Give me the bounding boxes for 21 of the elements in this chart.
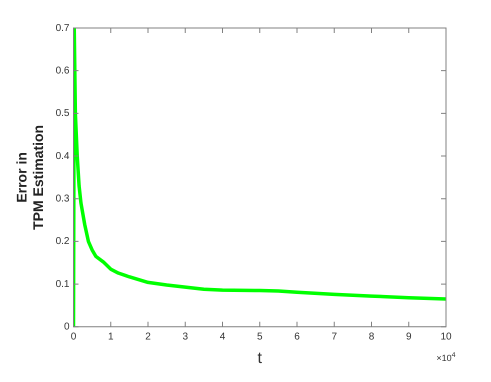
y-tick-label: 0.3: [56, 193, 70, 204]
x-tick-label: 0: [70, 332, 77, 343]
x-tick-label: 3: [182, 332, 188, 343]
y-tick-label: 0.7: [56, 22, 70, 34]
x-tick-label: 8: [368, 332, 375, 343]
x-tick-label: 6: [294, 332, 300, 343]
y-tick-label: 0.4: [56, 150, 70, 162]
x-tick-label: 2: [145, 332, 152, 343]
x-tick-label: 5: [256, 332, 263, 343]
y-tick-label: 0.2: [56, 236, 70, 248]
y-tick-label: 0: [64, 322, 70, 333]
y-tick-label: 0.6: [56, 65, 70, 76]
x-tick-label: 1: [108, 332, 114, 343]
y-axis-title: Error in TPM Estimation: [13, 124, 46, 230]
y-tick-label: 0.5: [56, 108, 70, 120]
x-tick-label: 7: [331, 332, 338, 343]
x-tick-label: 10: [440, 332, 452, 343]
x-axis-title: t: [258, 350, 263, 367]
x-tick-label: 9: [406, 332, 412, 343]
x-tick-label: 4: [220, 332, 226, 343]
y-tick-label: 0.1: [56, 278, 70, 290]
